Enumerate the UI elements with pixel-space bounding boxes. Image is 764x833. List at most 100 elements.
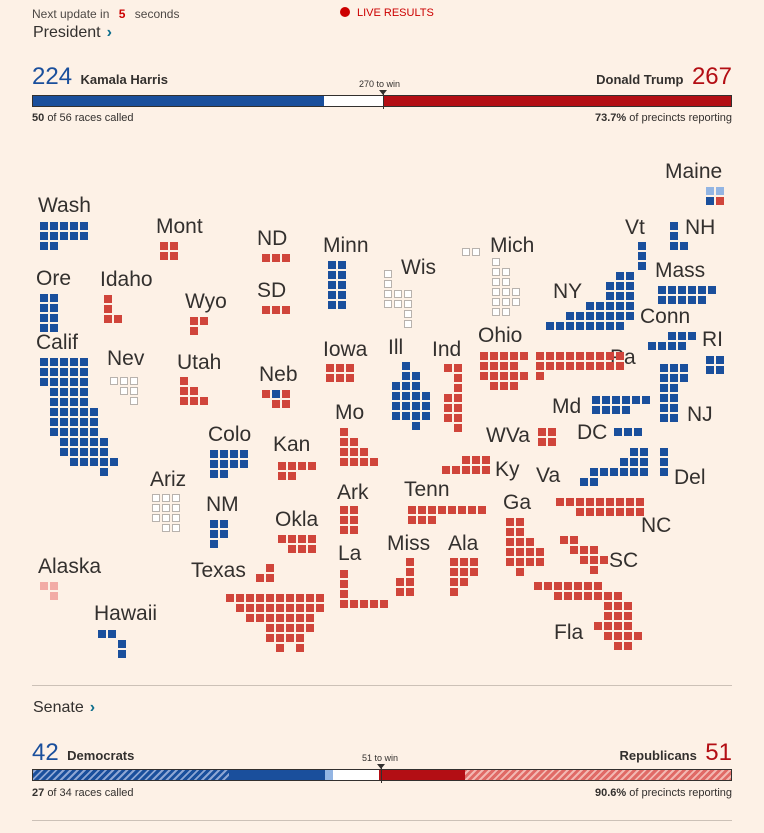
electoral-vote-square [660,384,668,392]
electoral-vote-square [394,290,402,298]
state-label-dc: DC [577,421,608,444]
electoral-vote-square [98,630,106,638]
state-label-wva: WVa [486,424,530,447]
electoral-vote-square [328,281,336,289]
electoral-vote-square [298,535,306,543]
electoral-vote-square [586,312,594,320]
electoral-vote-square [428,506,436,514]
electoral-vote-square [586,302,594,310]
rep-candidate-name: Donald Trump [596,72,684,87]
electoral-vote-square [538,428,546,436]
electoral-vote-square [286,624,294,632]
live-results-badge: LIVE RESULTS [340,7,434,19]
state-label-maine: Maine [665,160,723,183]
electoral-vote-square [200,397,208,405]
electoral-vote-square [402,412,410,420]
electoral-vote-square [460,558,468,566]
electoral-vote-square [162,494,170,502]
electoral-vote-square [506,528,514,536]
electoral-vote-square [246,604,254,612]
electoral-vote-square [614,632,622,640]
senate-link[interactable]: Senate › [33,699,95,717]
electoral-vote-square [670,374,678,382]
electoral-vote-square [70,438,78,446]
electoral-vote-square [536,352,544,360]
electoral-vote-square [326,374,334,382]
electoral-vote-square [288,472,296,480]
electoral-vote-square [288,535,296,543]
electoral-vote-square [80,222,88,230]
electoral-vote-square [210,540,218,548]
state-label-ariz: Ariz [150,468,187,491]
electoral-vote-square [160,252,168,260]
electoral-vote-square [276,624,284,632]
state-label-ill: Ill [388,336,404,359]
electoral-vote-square [670,364,678,372]
president-link[interactable]: President › [33,24,112,42]
electoral-vote-square [642,396,650,404]
electoral-vote-square [576,312,584,320]
electoral-vote-square [412,392,420,400]
electoral-vote-square [104,305,112,313]
state-label-ark: Ark [337,481,369,504]
electoral-vote-square [296,644,304,652]
electoral-vote-square [256,614,264,622]
electoral-vote-square [328,261,336,269]
state-label-nj: NJ [687,403,713,426]
electoral-vote-square [616,508,624,516]
electoral-vote-square [418,516,426,524]
electoral-vote-square [670,394,678,402]
electoral-vote-square [576,498,584,506]
state-label-iowa: Iowa [323,338,368,361]
electoral-vote-square [350,506,358,514]
electoral-vote-square [596,352,604,360]
electoral-vote-square [670,222,678,230]
electoral-vote-square [316,594,324,602]
electoral-vote-square [586,322,594,330]
electoral-vote-square [606,508,614,516]
electoral-vote-square [620,458,628,466]
electoral-map: Wash Ore Calif Mont Idaho Wyo Nev Utah Colo Ariz N… [36,160,724,658]
update-suffix: seconds [134,7,180,21]
electoral-vote-square [460,578,468,586]
electoral-vote-square [604,612,612,620]
electoral-vote-square [604,622,612,630]
electoral-vote-square [442,466,450,474]
electoral-vote-square [170,242,178,250]
electoral-vote-square [658,342,666,350]
electoral-vote-square [406,568,414,576]
electoral-vote-square [640,468,648,476]
electoral-vote-square [506,558,514,566]
state-label-hawaii: Hawaii [94,602,158,625]
electoral-vote-square [616,322,624,330]
electoral-vote-square [600,468,608,476]
electoral-vote-square [50,368,58,376]
electoral-vote-square [328,301,336,309]
pres-races-called-rest: of 56 races called [47,112,134,124]
electoral-vote-square [520,372,528,380]
electoral-vote-square [454,364,462,372]
electoral-vote-square [340,526,348,534]
electoral-vote-square [626,282,634,290]
electoral-vote-square [306,624,314,632]
electoral-vote-square [526,548,534,556]
electoral-vote-square [60,232,68,240]
electoral-vote-square [80,428,88,436]
electoral-vote-square [240,450,248,458]
electoral-vote-square [408,516,416,524]
electoral-vote-square [546,362,554,370]
electoral-vote-square [640,448,648,456]
electoral-vote-square [688,286,696,294]
electoral-vote-square [40,242,48,250]
state-label-mont: Mont [156,215,203,238]
electoral-vote-square [80,438,88,446]
electoral-vote-square [706,356,714,364]
electoral-vote-square [80,368,88,376]
state-label-ri: RI [702,328,723,351]
electoral-vote-square [60,358,68,366]
pres-precincts: 73.7% of precincts reporting [595,112,732,124]
pres-to-win-label: 270 to win [359,79,401,89]
electoral-vote-square [340,600,348,608]
electoral-vote-square [80,398,88,406]
electoral-vote-square [638,262,646,270]
